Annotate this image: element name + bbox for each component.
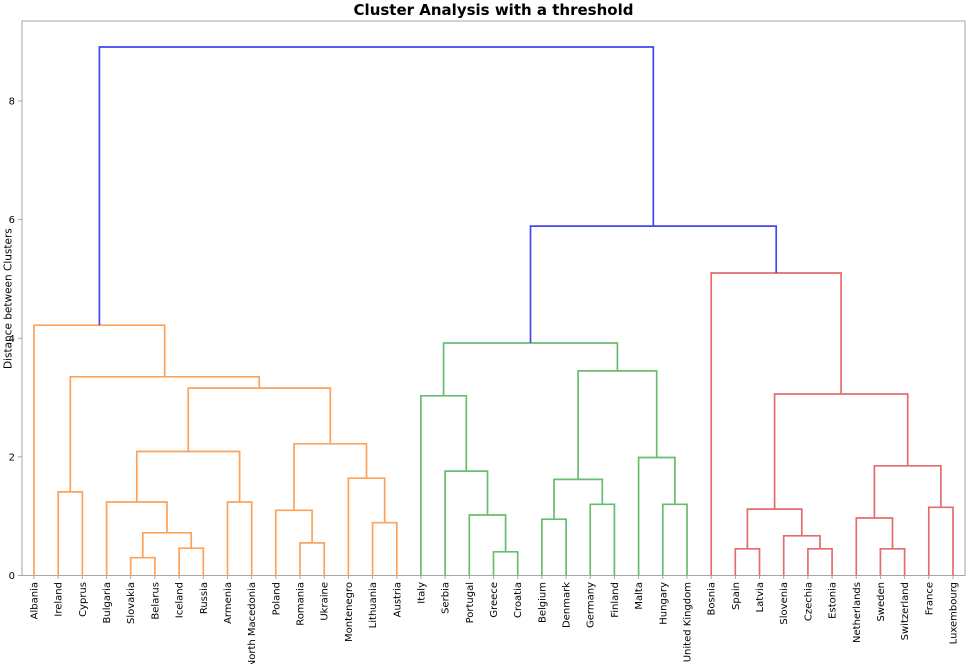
dendrogram-link (637, 456, 676, 576)
dendrogram-link (468, 514, 507, 576)
dendrogram-link (492, 550, 519, 576)
dendrogram-link (299, 542, 326, 576)
dendrogram-link (442, 342, 619, 396)
leaf-label: Belarus (150, 582, 161, 620)
leaf-label: Luxembourg (949, 582, 960, 644)
dendrogram-link (135, 450, 241, 502)
dendrogram-link (226, 501, 253, 576)
y-axis-label: Distance between Clusters (2, 228, 15, 369)
leaf-label: Poland (271, 582, 282, 615)
y-tick-label: 0 (9, 571, 15, 582)
leaf-label: Serbia (441, 582, 452, 614)
y-tick-label: 2 (9, 452, 15, 463)
dendrogram-link (293, 442, 368, 511)
leaf-label: Austria (392, 582, 403, 617)
leaf-label: Armenia (223, 582, 234, 624)
dendrogram-link (420, 394, 468, 576)
leaf-label: Croatia (513, 582, 524, 618)
dendrogram-link (577, 370, 658, 480)
leaf-label: Belgium (537, 582, 548, 623)
leaf-label: North Macedonia (247, 582, 258, 664)
leaf-label: Denmark (562, 582, 573, 628)
leaf-label: Malta (634, 582, 645, 610)
dendrogram-link (873, 464, 942, 518)
leaf-label: Hungary (658, 582, 669, 625)
leaf-label: Bulgaria (102, 582, 113, 623)
y-tick-label: 8 (9, 97, 15, 108)
dendrogram-link (782, 534, 821, 576)
leaf-label: Czechia (803, 582, 814, 621)
dendrogram-link (927, 506, 954, 576)
leaf-label: Sweden (876, 582, 887, 622)
leaf-label: Iceland (175, 582, 186, 618)
leaf-label: Estonia (828, 582, 839, 619)
leaf-label: Romania (296, 582, 307, 626)
leaf-label: Germany (586, 582, 597, 628)
leaf-label: Netherlands (852, 582, 863, 643)
leaf-label: Montenegro (344, 582, 355, 642)
y-tick-label: 4 (9, 334, 15, 345)
leaf-label: Finland (610, 582, 621, 618)
leaf-label: Greece (489, 582, 500, 618)
dendrogram-link (129, 556, 156, 576)
dendrogram-link (69, 375, 261, 492)
leaf-label: Russia (199, 582, 210, 614)
dendrogram-link (178, 547, 205, 576)
plot-frame (21, 20, 966, 576)
leaf-label: Ireland (54, 582, 65, 617)
dendrogram-link (141, 531, 193, 558)
dendrogram-link (710, 272, 842, 576)
dendrogram-link (734, 547, 761, 576)
leaf-label: Ukraine (320, 582, 331, 621)
leaf-label: Albania (30, 582, 41, 619)
dendrogram-link (187, 387, 332, 452)
leaf-label: Bosnia (707, 582, 718, 615)
dendrogram-link (105, 501, 168, 576)
leaf-label: Spain (731, 582, 742, 610)
dendrogram-link (541, 518, 567, 576)
dendrogram-link (589, 503, 616, 576)
leaf-label: Latvia (755, 582, 766, 612)
dendrogram-link (371, 521, 398, 576)
leaf-label: Slovenia (779, 582, 790, 625)
dendrogram-link (529, 225, 778, 343)
dendrogram-link (347, 477, 386, 576)
dendrogram-link (553, 478, 604, 520)
dendrogram-link (746, 508, 803, 549)
dendrogram-link (855, 517, 894, 576)
leaf-label: Slovakia (126, 582, 137, 624)
dendrogram-link (879, 547, 906, 576)
leaf-label: Italy (416, 582, 427, 604)
leaf-label: Switzerland (900, 582, 911, 640)
dendrogram-link (33, 324, 166, 576)
dendrogram-link (661, 503, 688, 576)
y-tick-label: 6 (9, 215, 15, 226)
leaf-label: Cyprus (78, 582, 89, 617)
leaf-label: United Kingdom (682, 582, 693, 662)
dendrogram-link (98, 46, 655, 326)
dendrogram-link (773, 393, 909, 510)
leaf-label: Lithuania (368, 582, 379, 628)
dendrogram-link (57, 491, 84, 576)
dendrogram-link (807, 547, 833, 576)
leaf-label: France (924, 582, 935, 615)
chart-title: Cluster Analysis with a threshold (353, 1, 634, 19)
dendrogram-link (444, 470, 489, 576)
leaf-label: Portugal (465, 582, 476, 623)
